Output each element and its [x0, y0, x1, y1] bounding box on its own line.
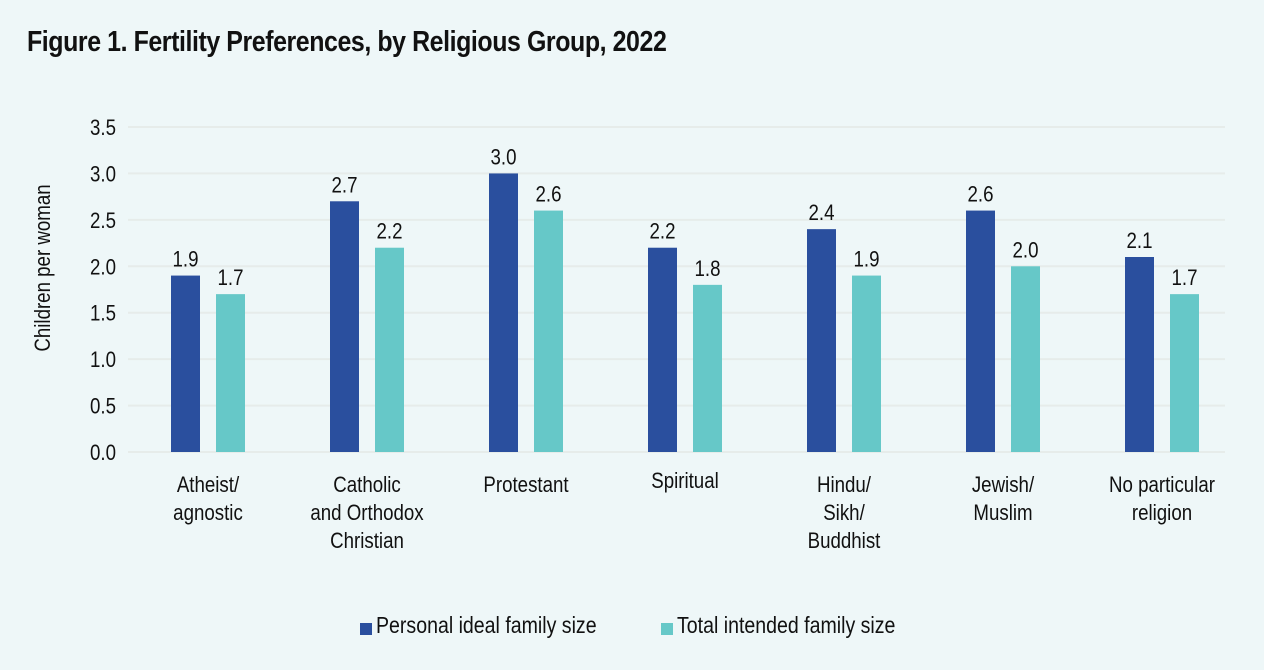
category-label-line: religion	[1132, 502, 1192, 526]
value-label: 2.0	[1013, 239, 1039, 263]
y-tick-label: 3.5	[90, 117, 116, 141]
value-label: 2.2	[377, 220, 403, 244]
value-label: 1.9	[173, 248, 199, 272]
bar-total-intended	[852, 275, 881, 452]
category-label-line: Sikh/	[823, 502, 865, 526]
value-label: 2.6	[536, 183, 562, 207]
category-label-line: Buddhist	[808, 530, 881, 554]
legend-label-personal: Personal ideal family size	[375, 612, 597, 638]
y-tick-label: 2.5	[90, 210, 116, 234]
category-label-line: Atheist/	[177, 474, 240, 498]
value-label: 1.7	[218, 267, 244, 291]
category-labels: Atheist/agnostic Catholic and Orthodox Chri…	[173, 470, 1215, 554]
legend-item-personal-ideal: Personal ideal family size	[359, 612, 606, 639]
bar-personal-ideal	[330, 201, 359, 452]
value-label: 3.0	[491, 146, 517, 170]
category-label-line: agnostic	[173, 502, 243, 526]
category-label: Protestant	[483, 474, 568, 498]
y-tick-label: 1.0	[90, 349, 116, 373]
category-label-line: Muslim	[973, 502, 1032, 526]
category-label: No particular religion	[1109, 474, 1215, 526]
bar-personal-ideal	[489, 173, 518, 452]
bar-personal-ideal	[171, 275, 200, 452]
y-tick-label: 0.5	[90, 395, 116, 419]
y-tick-label: 2.0	[90, 256, 116, 280]
category-label-line: and Orthodox	[310, 502, 423, 526]
category-label: Spiritual	[651, 470, 719, 494]
category-label-line: Catholic	[333, 474, 401, 498]
category-label: Atheist/agnostic	[173, 474, 243, 526]
bar-personal-ideal	[966, 210, 995, 452]
bar-total-intended	[375, 247, 404, 452]
value-label: 2.2	[650, 220, 676, 244]
category-label-line: Hindu/	[817, 474, 871, 498]
bar-total-intended	[216, 294, 245, 452]
value-label: 2.4	[809, 202, 835, 226]
y-tick-label: 1.5	[90, 302, 116, 326]
value-label: 2.1	[1127, 230, 1153, 254]
category-label-line: No particular	[1109, 474, 1215, 498]
bar-personal-ideal	[648, 247, 677, 452]
value-label: 1.8	[695, 258, 721, 282]
value-labels: 1.9 1.7 2.7 2.2 3.0 2.6 2.2 1.8 2.4 1.9 2.6 2.0 2.1 1…	[173, 146, 1198, 290]
y-axis-ticks: 0.0 0.5 1.0 1.5 2.0 2.5 3.0 3.5	[90, 117, 116, 466]
value-label: 2.7	[332, 174, 358, 198]
legend: Personal ideal family size Total intende…	[0, 612, 1264, 639]
y-axis-label: Children per woman	[32, 184, 56, 351]
legend-label-intended: Total intended family size	[677, 612, 896, 638]
bar-total-intended	[534, 210, 563, 452]
category-label-line: Christian	[330, 530, 404, 554]
bar-total-intended	[1011, 266, 1040, 452]
bar-total-intended	[693, 284, 722, 452]
bar-total-intended	[1170, 294, 1199, 452]
category-label-line: Jewish/	[972, 474, 1035, 498]
bar-personal-ideal	[1125, 257, 1154, 452]
legend-swatch-intended	[661, 622, 674, 635]
y-tick-label: 3.0	[90, 163, 116, 187]
category-label: Hindu/Sikh/Buddhist	[808, 474, 881, 554]
bar-personal-ideal	[807, 229, 836, 452]
category-label-line: Spiritual	[651, 470, 719, 494]
category-label-line: Protestant	[483, 474, 568, 498]
legend-item-total-intended: Total intended family size	[661, 612, 904, 639]
category-label: Catholic and Orthodox Christian	[310, 474, 423, 554]
value-label: 1.7	[1172, 267, 1198, 291]
bars	[171, 173, 1199, 452]
category-label: Jewish/Muslim	[972, 474, 1035, 526]
value-label: 1.9	[854, 248, 880, 272]
y-tick-label: 0.0	[90, 442, 116, 466]
value-label: 2.6	[968, 183, 994, 207]
legend-swatch-personal	[359, 622, 372, 635]
chart-title: Figure 1. Fertility Preferences, by Reli…	[27, 26, 667, 58]
bar-chart: 0.0 0.5 1.0 1.5 2.0 2.5 3.0 3.5 Children per wo…	[32, 117, 1225, 554]
